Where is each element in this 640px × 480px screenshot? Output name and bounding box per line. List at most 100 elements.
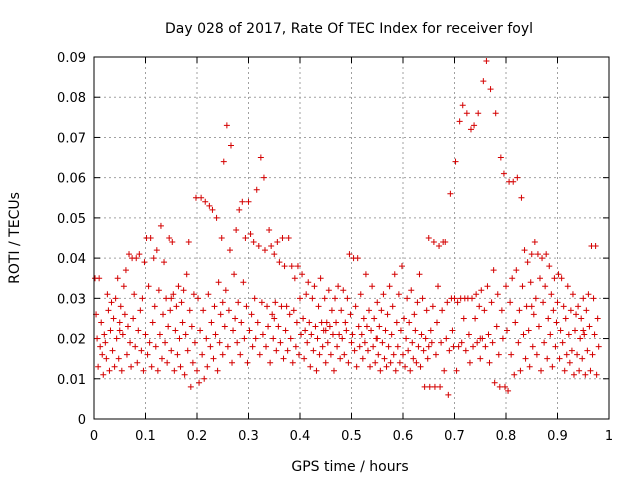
data-point [282,327,289,334]
data-point [329,331,336,338]
data-point [573,311,580,318]
y-tick-label: 0.06 [57,172,86,187]
data-point [390,351,397,358]
data-point [195,295,202,302]
data-point [251,295,258,302]
plot-frame [93,56,610,420]
data-point [126,251,133,258]
data-point [207,343,214,350]
data-point [476,303,483,310]
data-point [124,323,131,330]
data-point [500,170,507,177]
data-point [303,291,310,298]
data-point [580,295,587,302]
data-point [163,295,170,302]
data-point [94,335,101,342]
data-point [202,198,209,205]
data-point [214,367,221,374]
data-point [443,335,450,342]
data-point [485,331,492,338]
data-point [414,299,421,306]
data-point [249,343,256,350]
data-point [169,239,176,246]
data-point [392,367,399,374]
data-point [205,291,212,298]
data-point [206,202,213,209]
data-point [549,363,556,370]
data-point [558,275,565,282]
data-point [146,339,153,346]
data-point [148,363,155,370]
data-point [322,359,329,366]
data-point [328,307,335,314]
data-point [96,275,103,282]
data-point [458,339,465,346]
data-point [433,319,440,326]
data-point [354,255,361,262]
data-point [512,319,519,326]
data-point [338,307,345,314]
data-point [177,363,184,370]
data-point [221,323,228,330]
data-point [255,243,262,250]
x-tick-label: 0.5 [341,429,362,444]
data-point [370,343,377,350]
data-point [505,387,512,394]
data-point [157,222,164,229]
data-point [382,327,389,334]
data-point [548,291,555,298]
data-point [546,263,553,270]
data-point [393,319,400,326]
data-point [460,315,467,322]
data-point [528,303,535,310]
data-point [273,347,280,354]
data-point [288,263,295,270]
data-point [415,343,422,350]
data-point [223,122,230,129]
data-point [98,319,105,326]
data-point [300,315,307,322]
data-point [162,339,169,346]
x-tick-labels: 0 0.1 0.2 0.3 0.4 0.5 0.6 0.7 0.8 0.9 1 [90,429,613,444]
data-point [555,271,562,278]
x-tick-label: 1 [605,429,613,444]
data-point [361,339,368,346]
data-point [590,295,597,302]
data-point [484,283,491,290]
data-point [425,235,432,241]
data-point [442,239,449,246]
data-point [494,291,501,298]
data-point [454,299,461,306]
data-point [97,343,104,350]
data-point [217,311,224,318]
data-point [208,319,215,326]
data-point [270,335,277,342]
data-point [108,299,115,306]
x-tick-label: 0.1 [135,429,156,444]
data-point [425,343,432,350]
x-axis-title: GPS time / hours [291,459,408,475]
data-point [374,299,381,306]
data-point [100,371,107,378]
data-point [417,363,424,370]
data-point [343,327,350,334]
y-tick-label: 0.04 [57,252,86,267]
data-point [229,359,236,366]
data-point [111,363,118,370]
data-point [541,339,548,346]
data-point [194,367,200,374]
data-point [478,287,485,294]
data-point [387,359,394,366]
data-point [334,343,341,350]
data-point [409,339,416,346]
data-point [401,315,408,322]
data-point [107,327,114,334]
data-point [492,110,499,117]
data-point [552,343,559,350]
data-point [231,271,238,278]
data-point [294,263,301,270]
data-point [386,283,393,290]
data-point [413,359,420,366]
data-point [313,367,320,374]
